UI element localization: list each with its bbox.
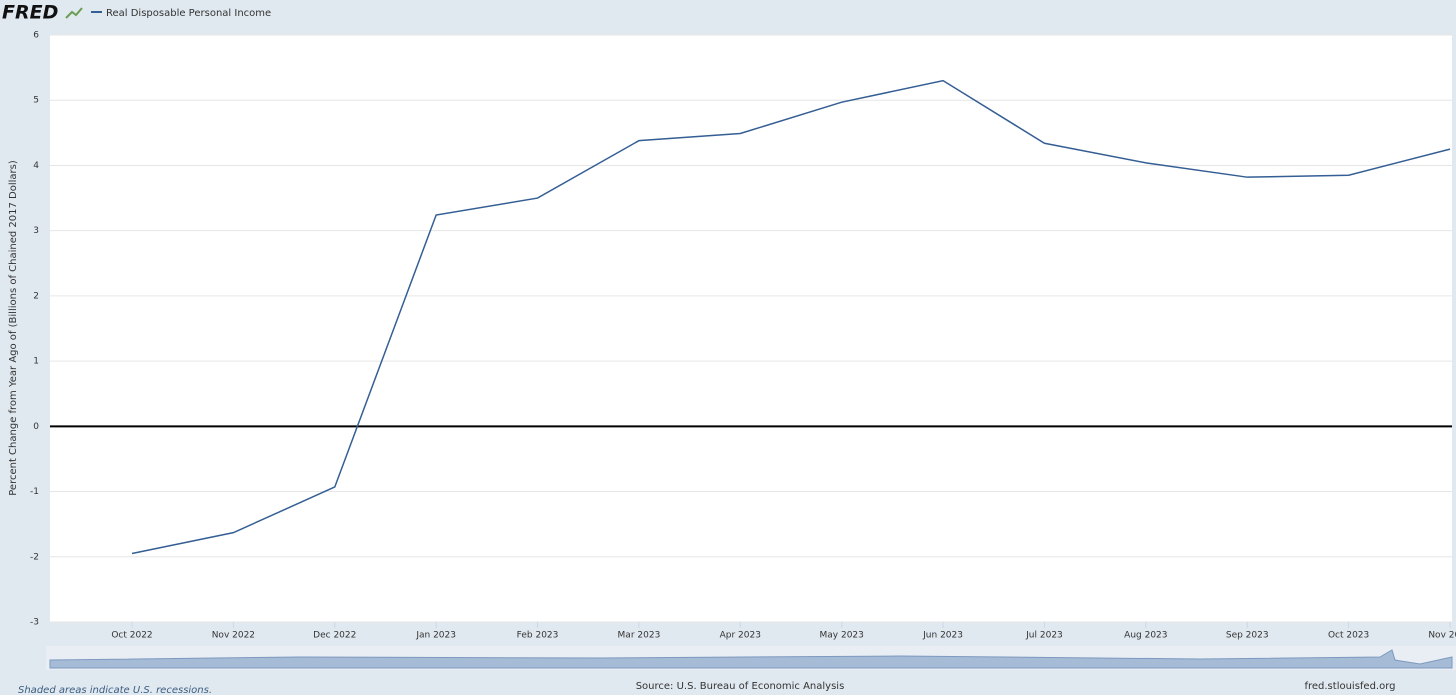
line-series <box>131 79 1451 555</box>
y-tick-label: 6 <box>33 31 39 41</box>
y-tick-label: 1 <box>33 357 39 367</box>
y-tick-label: 4 <box>33 161 39 171</box>
recession-note: Shaded areas indicate U.S. recessions. <box>18 685 212 695</box>
x-tick-label: Dec 2022 <box>313 631 356 641</box>
x-tick-label: Feb 2023 <box>517 631 559 641</box>
x-tick-label: Jun 2023 <box>922 631 963 641</box>
y-tick-label: 5 <box>33 96 39 106</box>
x-tick-label: Mar 2023 <box>618 631 661 641</box>
source: Source: U.S. Bureau of Economic Analysis <box>636 681 845 692</box>
site: fred.stlouisfed.org <box>1304 681 1395 692</box>
plot-area <box>50 35 1452 622</box>
x-tick-label: Nov 2022 <box>212 631 255 641</box>
legend-label: Real Disposable Personal Income <box>106 8 271 19</box>
x-tick-label: Nov 2023 <box>1428 631 1456 641</box>
x-tick-label: May 2023 <box>820 631 864 641</box>
x-tick-label: Apr 2023 <box>720 631 761 641</box>
logo: FRED <box>2 2 58 24</box>
y-tick-label: 2 <box>33 291 39 301</box>
x-tick-label: Oct 2023 <box>1328 631 1369 641</box>
x-tick-label: Sep 2023 <box>1226 631 1269 641</box>
y-tick-label: -1 <box>30 487 39 497</box>
y-tick-label: 3 <box>33 226 39 236</box>
x-tick-label: Jan 2023 <box>415 631 456 641</box>
y-axis-label: Percent Change from Year Ago of (Billion… <box>8 160 19 496</box>
x-tick-label: Oct 2022 <box>111 631 152 641</box>
x-tick-label: Aug 2023 <box>1124 631 1167 641</box>
logo-icon <box>65 7 83 19</box>
navigator-area <box>49 649 1453 669</box>
y-tick-label: -2 <box>30 552 39 562</box>
x-tick-label: Jul 2023 <box>1025 631 1063 641</box>
y-tick-label: 0 <box>33 422 39 432</box>
y-tick-label: -3 <box>30 618 39 628</box>
